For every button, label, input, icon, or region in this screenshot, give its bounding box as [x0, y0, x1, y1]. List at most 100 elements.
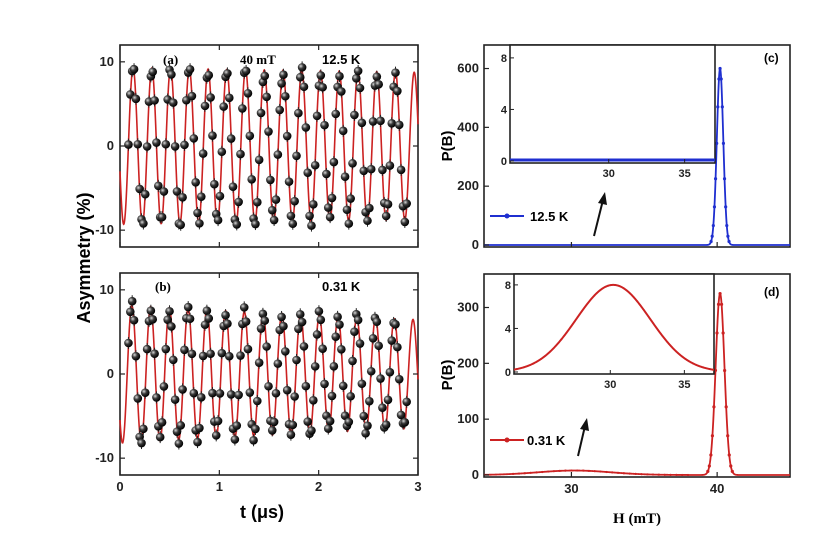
asymmetry-y-axis-label: Asymmetry (%)	[74, 192, 94, 323]
panel-a-data-point	[124, 140, 133, 149]
panel-b-data-point	[148, 315, 158, 324]
panel-a-data-point	[344, 219, 354, 228]
panel-a-data-point	[383, 199, 393, 209]
panel-d-peak-marker	[719, 302, 724, 306]
panel-a-data-point	[320, 120, 329, 130]
panel-a-data-point	[366, 164, 376, 174]
panel-c-legend: 12.5 K	[490, 209, 569, 224]
panel-b-data-point	[146, 306, 156, 316]
panel-a-data-point	[217, 147, 227, 157]
panel-d-label: (d)	[764, 285, 779, 299]
panel-a-data-point	[224, 93, 234, 103]
panel-d-peak-marker	[729, 464, 733, 468]
panel-c-peak-marker	[725, 223, 729, 228]
panel-b-data-point	[297, 317, 307, 327]
panel-b-data-point	[290, 392, 299, 401]
panel-d-broad-marker	[552, 470, 556, 473]
panel-d-y-tick-label: 0	[472, 467, 479, 482]
panel-b-data-point	[346, 391, 355, 401]
panel-d-broad-marker	[541, 470, 544, 474]
panel-b-data-point	[142, 344, 152, 354]
panel-a-data-point	[323, 203, 333, 212]
panel-a-data-point	[139, 219, 148, 228]
panel-a-data-point	[329, 157, 339, 167]
panel-c-plot-area	[484, 66, 790, 247]
panel-a-data-point	[215, 191, 225, 201]
panel-b-data-point	[400, 417, 410, 427]
panel-c-peak-marker	[726, 234, 730, 238]
panel-b-y-tick-label: 0	[107, 366, 114, 381]
panel-a-data-point	[378, 165, 387, 175]
panel-c-inset: 0 4 8 30 35	[501, 53, 715, 180]
panel-d-inset: 0 4 8 30 35	[505, 280, 715, 391]
panel-b-data-point	[271, 388, 281, 398]
panel-a-data-point	[318, 82, 327, 92]
panel-d-peak-marker	[712, 405, 716, 409]
panel-a-data-point	[135, 184, 144, 194]
panel-a-data-point	[331, 109, 341, 119]
panel-a-data-point	[294, 108, 303, 118]
panel-d-inset-frame	[513, 273, 715, 375]
panel-a-data-point	[228, 182, 238, 191]
panel-d-broad-marker	[523, 472, 526, 475]
panel-b-y-ticks: -10 0 10	[95, 282, 418, 465]
panel-b-data-point	[286, 430, 296, 439]
panel-b-data-point	[318, 344, 327, 353]
panel-c-peak-marker	[712, 205, 717, 209]
panel-b-data-point	[198, 351, 208, 361]
panel-b-data-point	[150, 349, 159, 359]
panel-c-peak-marker	[718, 66, 722, 71]
panel-a-temperature-label: 12.5 K	[322, 52, 361, 67]
panel-b-data-point	[195, 423, 204, 433]
panel-b-x-ticks: 0 1 2 3	[116, 479, 421, 494]
panel-a-data-point	[340, 172, 350, 182]
panel-b-data-point	[353, 315, 363, 325]
panel-b-data-point	[301, 381, 311, 391]
panel-a-data-point	[140, 189, 150, 199]
panel-b-data-point	[170, 395, 180, 404]
panel-a-data-point	[385, 161, 395, 170]
panel-b-data-point	[183, 302, 193, 312]
panel-b-data-point	[167, 322, 176, 331]
panel-b-data-point	[312, 330, 322, 339]
panel-c-peak-marker	[722, 177, 727, 181]
panel-c-peak-marker	[711, 223, 715, 228]
panel-b-data-point	[243, 344, 253, 354]
panel-b-data-point	[217, 348, 227, 358]
panel-b-data-point	[200, 320, 210, 330]
panel-a-data-point	[176, 220, 186, 230]
panel-b-data-point	[350, 327, 359, 337]
panel-b-data-point	[294, 324, 303, 334]
panel-a-data-point	[297, 63, 307, 72]
panel-a-data-point	[210, 179, 219, 189]
panel-c-field-distribution-12-5k: 0 200 400 600 0 4 8 30 35 (c) 12.5 K P(B)	[439, 44, 791, 252]
panel-a-data-point	[180, 140, 189, 150]
panel-d-broad-marker	[512, 472, 515, 476]
panel-d-broad-marker	[576, 469, 579, 472]
panel-a-data-point	[189, 134, 199, 143]
panel-d-broad-marker	[547, 470, 550, 473]
panel-d-broad-marker	[605, 470, 608, 474]
panel-b-data-point	[323, 424, 333, 433]
panel-b-data-point	[314, 306, 324, 316]
panel-b-data-point	[129, 315, 139, 325]
panel-d-peak-marker	[718, 291, 722, 296]
panel-c-inset-y-tick-label: 4	[501, 104, 508, 116]
panel-a-data-point	[152, 138, 161, 147]
panel-b-data-point	[226, 390, 236, 399]
panel-a-data-point	[223, 69, 232, 78]
panel-c-legend-marker	[504, 213, 510, 219]
panel-a-data-point	[365, 203, 374, 213]
panel-a-data-point	[247, 175, 256, 184]
panel-a-data-point	[305, 211, 314, 221]
panel-b-data-point	[299, 342, 309, 351]
panel-b-data-point	[139, 424, 148, 434]
panel-a-data-point	[273, 150, 283, 159]
panel-b-data-point	[368, 334, 378, 343]
panel-a-data-point	[251, 219, 260, 229]
panel-a-data-point	[363, 216, 372, 226]
panel-c-peak-marker	[724, 205, 728, 209]
panel-a-data-point	[322, 169, 331, 179]
panel-b-data-point	[178, 385, 187, 394]
